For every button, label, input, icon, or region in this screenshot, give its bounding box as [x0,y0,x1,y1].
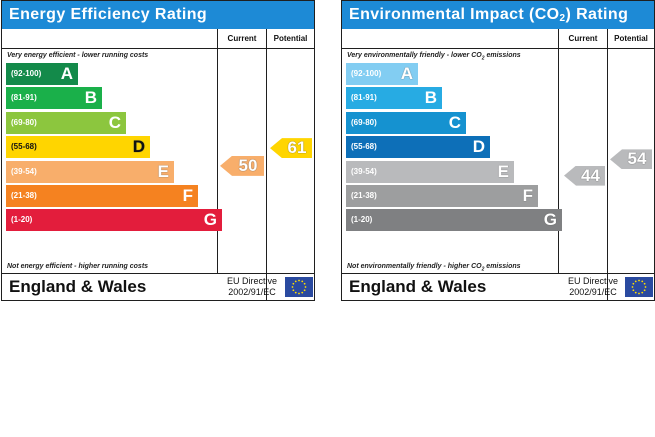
eu-directive: EU Directive 2002/91/EC [219,276,285,298]
current-column-header: Current [227,34,257,43]
current-column-divider [217,29,218,273]
band-letter: A [60,64,73,83]
rating-band-b: (81-91) B [346,87,442,110]
region-label: England & Wales [349,277,487,296]
band-letter: G [203,210,217,230]
footer-divider [342,273,654,274]
rating-band-e: (39-54) E [6,160,174,183]
directive-line-2: 2002/91/EC [228,287,276,297]
potential-arrow-shape [610,149,652,170]
potential-rating-value: 54 [627,149,647,169]
band-letter: D [132,137,145,157]
band-letter: D [472,137,485,157]
current-rating-value: 44 [581,165,600,185]
band-letter: E [157,161,169,181]
eu-flag-icon [625,277,653,297]
band-range-label: (81-91) [351,93,377,103]
rating-band-c: (69-80) C [6,111,126,134]
potential-column-divider [266,29,267,301]
potential-rating-value: 61 [287,138,307,158]
current-rating-arrow: 44 [564,165,605,186]
band-letter: B [84,88,97,108]
potential-column-divider [607,29,608,301]
bottom-caption: Not environmentally friendly - higher CO… [347,263,521,273]
environmental-impact-panel: Environmental Impact (CO2) Rating Curren… [341,0,655,301]
rating-band-c: (69-80) C [346,111,466,134]
top-caption: Very energy efficient - lower running co… [7,52,149,59]
rating-band-g: (1-20) G [346,209,562,232]
band-range-label: (69-80) [11,117,37,127]
directive-line-1: EU Directive [226,276,277,286]
band-letter: E [497,161,509,181]
band-range-label: (55-68) [11,142,37,152]
rating-band-d: (55-68) D [6,136,150,159]
header-divider [2,48,314,49]
rating-band-b: (81-91) B [6,87,102,110]
rating-band-a: (92-100) A [6,63,78,85]
band-range-label: (21-38) [351,191,377,200]
band-range-label: (92-100) [351,69,382,78]
bottom-caption: Not energy efficient - higher running co… [7,263,149,270]
current-column-header: Current [568,34,598,43]
rating-band-a: (92-100) A [346,63,418,85]
band-letter: B [424,88,437,108]
band-letter: G [543,210,557,230]
eu-flag-icon [285,277,313,297]
band-range-label: (55-68) [351,142,377,152]
band-range-label: (69-80) [351,117,377,127]
panel-title: Energy Efficiency Rating [2,1,314,29]
rating-band-e: (39-54) E [346,160,514,183]
band-letter: C [448,112,461,132]
rating-band-d: (55-68) D [346,136,490,159]
region-label: England & Wales [9,277,147,296]
rating-band-f: (21-38) F [6,185,198,207]
band-letter: A [400,64,413,83]
potential-arrow-shape [270,138,312,159]
panel-title: Environmental Impact (CO2) Rating [342,1,654,29]
directive-line-1: EU Directive [567,276,618,286]
band-letter: C [108,112,121,132]
band-range-label: (21-38) [11,191,37,200]
band-range-label: (81-91) [11,93,37,103]
top-caption: Very environmentally friendly - lower CO… [347,52,521,62]
current-rating-value: 50 [238,155,258,175]
current-arrow-shape [564,165,605,186]
potential-column-header: Potential [273,34,308,43]
rating-band-g: (1-20) G [6,209,222,232]
band-range-label: (39-54) [11,166,37,176]
potential-column-header: Potential [614,34,648,43]
header-divider [342,48,654,49]
potential-rating-arrow: 61 [270,138,312,159]
band-letter: F [182,186,193,205]
potential-rating-arrow: 54 [610,149,652,170]
footer-divider [2,273,314,274]
band-range-label: (1-20) [351,215,373,225]
band-range-label: (1-20) [11,215,33,225]
current-arrow-shape [220,155,264,176]
directive-line-2: 2002/91/EC [569,287,617,297]
band-letter: F [522,186,533,205]
rating-band-f: (21-38) F [346,185,538,207]
eu-directive: EU Directive 2002/91/EC [560,276,626,298]
band-range-label: (92-100) [11,69,42,78]
band-range-label: (39-54) [351,166,377,176]
current-rating-arrow: 50 [220,155,264,176]
energy-efficiency-panel: Energy Efficiency Rating Current Potenti… [1,0,315,301]
current-column-divider [558,29,559,273]
